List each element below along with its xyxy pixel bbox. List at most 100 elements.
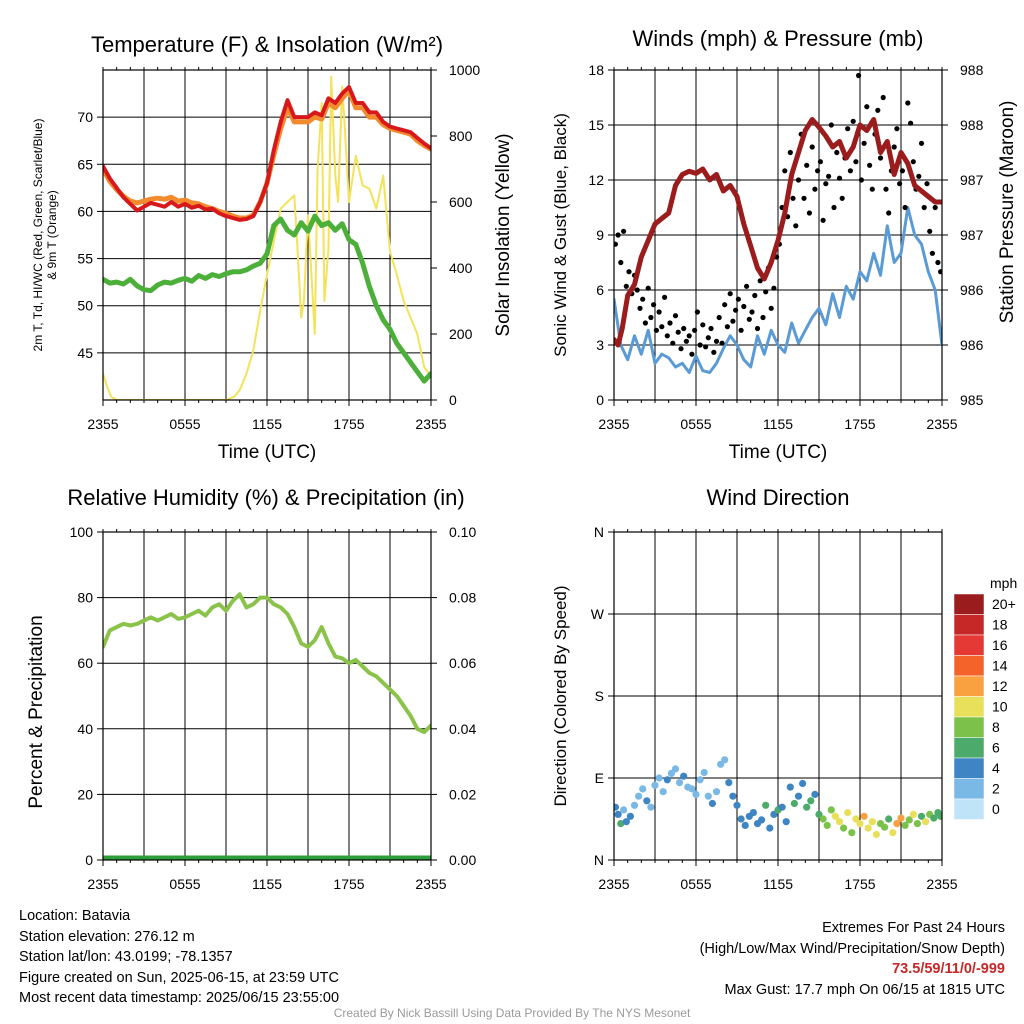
- created-line: Figure created on Sun, 2025-06-15, at 23…: [19, 969, 339, 986]
- legend-swatch-8: [953, 757, 985, 779]
- gust-point-0: [614, 241, 618, 247]
- gust-point-5: [626, 269, 632, 275]
- y-axis-label: Percent & Precipitation: [26, 615, 47, 808]
- plot-area: [103, 75, 431, 400]
- legend-swatch-7: [953, 737, 985, 759]
- x-tick-label-2: 1155: [252, 876, 282, 892]
- y-axis-label: Direction (Colored By Speed): [551, 585, 570, 806]
- gust-point-116: [929, 250, 936, 256]
- gust-point-57: [768, 305, 774, 311]
- extremes-subtitle: (High/Low/Max Wind/Precipitation/Snow De…: [699, 940, 1005, 957]
- legend-label-1: 18: [992, 617, 1008, 633]
- wind-chart-title: Winds (mph) & Pressure (mb): [633, 26, 924, 51]
- y-tick-label-2: 55: [77, 251, 93, 267]
- series-line-relative-humidity: [103, 592, 431, 735]
- y-axis-label-line-1: & 9m T (Orange): [45, 190, 59, 280]
- y2-tick-label-3: 987: [960, 227, 984, 243]
- station-info: Location: Batavia Station elevation: 276…: [19, 906, 339, 1009]
- direction-point-6: [630, 801, 639, 809]
- y-tick-label-0: 0: [85, 852, 93, 868]
- y2-tick-label-4: 0.08: [449, 590, 476, 606]
- y2-axis-label: Station Pressure (Maroon): [997, 101, 1018, 324]
- gust-point-114: [924, 181, 930, 187]
- gust-point-82: [836, 175, 843, 181]
- direction-point-77: [922, 818, 930, 826]
- direction-point-49: [807, 797, 815, 805]
- direction-point-7: [635, 792, 643, 800]
- y-tick-label-3: 60: [77, 655, 93, 671]
- direction-point-75: [913, 820, 922, 828]
- gust-point-65: [790, 195, 796, 201]
- gust-point-8: [634, 287, 640, 293]
- gust-point-25: [681, 325, 687, 332]
- gust-point-20: [667, 320, 673, 326]
- direction-point-64: [868, 818, 876, 826]
- series-line-sonic-wind: [614, 206, 942, 374]
- gust-point-53: [757, 278, 763, 284]
- gust-point-98: [880, 94, 886, 101]
- gust-point-74: [815, 168, 821, 174]
- direction-point-31: [733, 801, 741, 809]
- x-axis-label: Time (UTC): [729, 442, 828, 463]
- gust-point-28: [689, 351, 695, 357]
- y-tick-label-2: 40: [77, 721, 93, 737]
- gust-point-12: [645, 285, 651, 291]
- direction-point-52: [819, 815, 827, 823]
- gust-point-103: [894, 126, 900, 132]
- legend-swatch-5: [953, 696, 985, 718]
- gust-point-46: [738, 327, 744, 333]
- gust-point-38: [716, 314, 722, 321]
- gust-point-90: [858, 177, 865, 183]
- gust-point-105: [899, 168, 906, 174]
- y-tick-label-4: 80: [77, 590, 93, 606]
- direction-point-32: [737, 815, 745, 823]
- legend-label-0: 20+: [992, 596, 1016, 612]
- gust-point-48: [744, 283, 750, 289]
- legend-swatch-4: [953, 675, 985, 697]
- x-tick-label-1: 0555: [680, 876, 711, 892]
- y2-tick-label-2: 986: [960, 282, 984, 298]
- direction-point-50: [811, 790, 819, 799]
- x-axis-label: Time (UTC): [218, 442, 317, 463]
- legend-swatch-9: [953, 778, 985, 800]
- gust-point-4: [623, 283, 629, 289]
- legend-swatch-6: [953, 716, 985, 738]
- gust-point-87: [850, 118, 856, 124]
- direction-point-20: [688, 785, 696, 793]
- direction-point-10: [647, 803, 655, 811]
- gust-point-67: [795, 177, 802, 183]
- gust-point-91: [861, 140, 867, 146]
- gust-point-15: [653, 327, 660, 333]
- gust-point-34: [705, 335, 711, 341]
- max-gust-line: Max Gust: 17.7 mph On 06/15 at 1815 UTC: [724, 981, 1005, 998]
- legend-swatch-0: [953, 593, 985, 615]
- direction-point-33: [741, 821, 749, 830]
- credit-line: Created By Nick Bassill Using Data Provi…: [333, 1006, 691, 1020]
- gust-point-111: [916, 173, 922, 179]
- gust-point-36: [711, 349, 717, 355]
- legend-label-6: 8: [992, 719, 1000, 735]
- y-axis-label-line-0: 2m T, Td, HI/WC (Red, Green, Scarlet/Blu…: [31, 119, 45, 352]
- direction-point-38: [762, 801, 770, 809]
- gust-point-93: [867, 162, 873, 168]
- gust-point-64: [787, 149, 793, 156]
- legend-label-9: 2: [992, 781, 1000, 797]
- direction-point-17: [676, 779, 684, 787]
- direction-point-65: [872, 830, 881, 839]
- direction-point-24: [704, 792, 712, 800]
- x-tick-label-4: 2355: [926, 876, 957, 892]
- direction-point-58: [844, 809, 852, 817]
- gust-point-80: [831, 204, 837, 211]
- direction-point-68: [885, 815, 893, 823]
- plot-border: [613, 69, 943, 401]
- legend-label-5: 10: [992, 699, 1008, 715]
- legend-label-7: 6: [992, 740, 1000, 756]
- y-tick-label-0: 0: [596, 392, 604, 408]
- direction-point-54: [827, 806, 835, 814]
- gust-point-19: [664, 333, 670, 339]
- speed-color-legend: mph 20+ 18 16 14 12 10 8 6 4 2 0: [953, 575, 1017, 820]
- gust-point-117: [932, 204, 938, 211]
- direction-point-43: [782, 818, 790, 826]
- x-tick-label-0: 2355: [598, 416, 629, 432]
- direction-point-71: [897, 814, 905, 822]
